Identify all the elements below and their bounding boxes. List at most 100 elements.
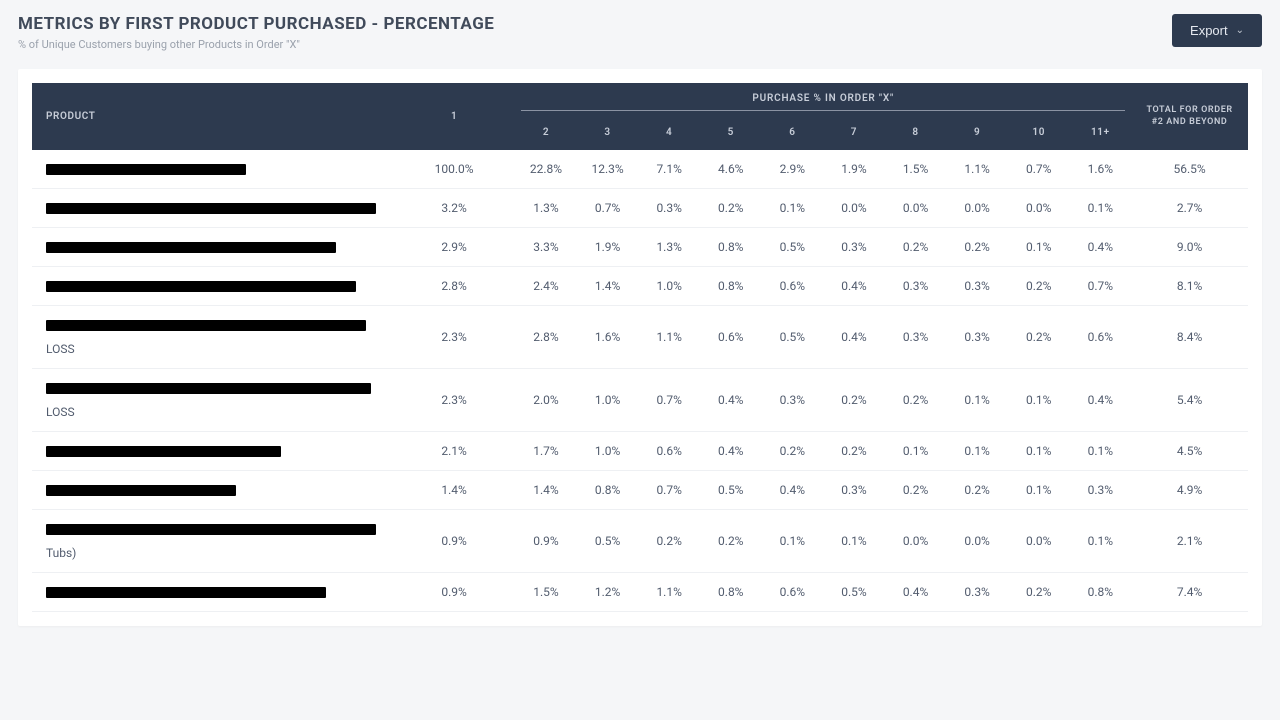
cell-order-1: 100.0% <box>393 150 515 189</box>
cell-order-8: 0.4% <box>885 573 947 612</box>
cell-order-11+: 0.1% <box>1070 510 1132 573</box>
col-header-order-1: 1 <box>393 83 515 150</box>
product-extra-text: LOSS <box>46 342 383 356</box>
cell-order-5: 0.2% <box>700 510 762 573</box>
cell-order-4: 0.2% <box>638 510 700 573</box>
col-header-span: PURCHASE % IN ORDER "X" <box>515 83 1131 115</box>
cell-order-11+: 0.3% <box>1070 471 1132 510</box>
metrics-card: PRODUCT 1 PURCHASE % IN ORDER "X" TOTAL … <box>18 69 1262 626</box>
product-cell <box>32 189 393 228</box>
cell-order-3: 1.9% <box>577 228 639 267</box>
cell-order-9: 0.3% <box>946 267 1008 306</box>
cell-order-11+: 0.1% <box>1070 189 1132 228</box>
cell-order-7: 1.9% <box>823 150 885 189</box>
cell-order-10: 0.0% <box>1008 510 1070 573</box>
redacted-product-name <box>46 320 366 331</box>
chevron-down-icon: ⌄ <box>1236 25 1244 36</box>
redacted-product-name <box>46 242 336 253</box>
cell-order-6: 0.3% <box>762 369 824 432</box>
cell-order-1: 0.9% <box>393 573 515 612</box>
cell-order-1: 2.8% <box>393 267 515 306</box>
span-header-label: PURCHASE % IN ORDER "X" <box>515 83 1131 110</box>
cell-order-7: 0.5% <box>823 573 885 612</box>
cell-total: 56.5% <box>1131 150 1248 189</box>
cell-order-8: 0.2% <box>885 471 947 510</box>
cell-order-8: 1.5% <box>885 150 947 189</box>
page-subtitle: % of Unique Customers buying other Produ… <box>18 38 494 51</box>
col-header-product: PRODUCT <box>32 83 393 150</box>
cell-order-10: 0.1% <box>1008 369 1070 432</box>
col-header-order-7: 7 <box>823 115 885 150</box>
table-row: LOSS2.3%2.0%1.0%0.7%0.4%0.3%0.2%0.2%0.1%… <box>32 369 1248 432</box>
cell-order-8: 0.3% <box>885 306 947 369</box>
cell-order-11+: 0.7% <box>1070 267 1132 306</box>
cell-order-9: 0.2% <box>946 228 1008 267</box>
cell-order-9: 0.2% <box>946 471 1008 510</box>
cell-order-10: 0.1% <box>1008 432 1070 471</box>
cell-order-4: 7.1% <box>638 150 700 189</box>
cell-order-7: 0.1% <box>823 510 885 573</box>
col-header-order-5: 5 <box>700 115 762 150</box>
cell-order-5: 4.6% <box>700 150 762 189</box>
redacted-product-name <box>46 164 246 175</box>
cell-total: 2.1% <box>1131 510 1248 573</box>
product-extra-text: Tubs) <box>46 546 383 560</box>
cell-order-2: 22.8% <box>515 150 577 189</box>
cell-order-10: 0.0% <box>1008 189 1070 228</box>
cell-order-5: 0.5% <box>700 471 762 510</box>
col-header-order-8: 8 <box>885 115 947 150</box>
col-header-total: TOTAL FOR ORDER #2 AND BEYOND <box>1131 83 1248 150</box>
cell-order-5: 0.2% <box>700 189 762 228</box>
cell-order-10: 0.2% <box>1008 267 1070 306</box>
cell-total: 4.9% <box>1131 471 1248 510</box>
table-row: 0.9%1.5%1.2%1.1%0.8%0.6%0.5%0.4%0.3%0.2%… <box>32 573 1248 612</box>
cell-order-6: 2.9% <box>762 150 824 189</box>
cell-order-2: 1.4% <box>515 471 577 510</box>
cell-order-6: 0.2% <box>762 432 824 471</box>
cell-order-11+: 0.4% <box>1070 228 1132 267</box>
export-button[interactable]: Export ⌄ <box>1172 14 1262 47</box>
cell-order-6: 0.4% <box>762 471 824 510</box>
cell-order-4: 1.1% <box>638 306 700 369</box>
cell-order-10: 0.2% <box>1008 306 1070 369</box>
cell-order-9: 1.1% <box>946 150 1008 189</box>
col-header-order-10: 10 <box>1008 115 1070 150</box>
cell-order-5: 0.8% <box>700 267 762 306</box>
cell-order-3: 12.3% <box>577 150 639 189</box>
cell-order-4: 0.7% <box>638 369 700 432</box>
cell-order-4: 0.7% <box>638 471 700 510</box>
cell-order-3: 1.2% <box>577 573 639 612</box>
cell-order-9: 0.0% <box>946 510 1008 573</box>
cell-order-9: 0.3% <box>946 306 1008 369</box>
cell-order-8: 0.0% <box>885 510 947 573</box>
redacted-product-name <box>46 446 281 457</box>
cell-order-3: 0.5% <box>577 510 639 573</box>
col-header-order-6: 6 <box>762 115 824 150</box>
cell-order-9: 0.3% <box>946 573 1008 612</box>
cell-order-1: 2.3% <box>393 369 515 432</box>
cell-order-6: 0.1% <box>762 189 824 228</box>
cell-total: 5.4% <box>1131 369 1248 432</box>
cell-order-7: 0.3% <box>823 471 885 510</box>
cell-order-10: 0.1% <box>1008 228 1070 267</box>
cell-order-2: 2.4% <box>515 267 577 306</box>
cell-total: 7.4% <box>1131 573 1248 612</box>
product-extra-text: LOSS <box>46 405 383 419</box>
redacted-product-name <box>46 203 376 214</box>
redacted-product-name <box>46 524 376 535</box>
product-cell: Tubs) <box>32 510 393 573</box>
cell-order-1: 2.1% <box>393 432 515 471</box>
cell-order-7: 0.3% <box>823 228 885 267</box>
table-row: 2.1%1.7%1.0%0.6%0.4%0.2%0.2%0.1%0.1%0.1%… <box>32 432 1248 471</box>
cell-order-10: 0.7% <box>1008 150 1070 189</box>
cell-order-10: 0.1% <box>1008 471 1070 510</box>
cell-order-5: 0.8% <box>700 573 762 612</box>
cell-order-2: 0.9% <box>515 510 577 573</box>
cell-order-1: 1.4% <box>393 471 515 510</box>
table-row: 1.4%1.4%0.8%0.7%0.5%0.4%0.3%0.2%0.2%0.1%… <box>32 471 1248 510</box>
metrics-table: PRODUCT 1 PURCHASE % IN ORDER "X" TOTAL … <box>32 83 1248 612</box>
cell-order-1: 2.3% <box>393 306 515 369</box>
cell-total: 8.1% <box>1131 267 1248 306</box>
table-row: 2.8%2.4%1.4%1.0%0.8%0.6%0.4%0.3%0.3%0.2%… <box>32 267 1248 306</box>
table-row: 3.2%1.3%0.7%0.3%0.2%0.1%0.0%0.0%0.0%0.0%… <box>32 189 1248 228</box>
